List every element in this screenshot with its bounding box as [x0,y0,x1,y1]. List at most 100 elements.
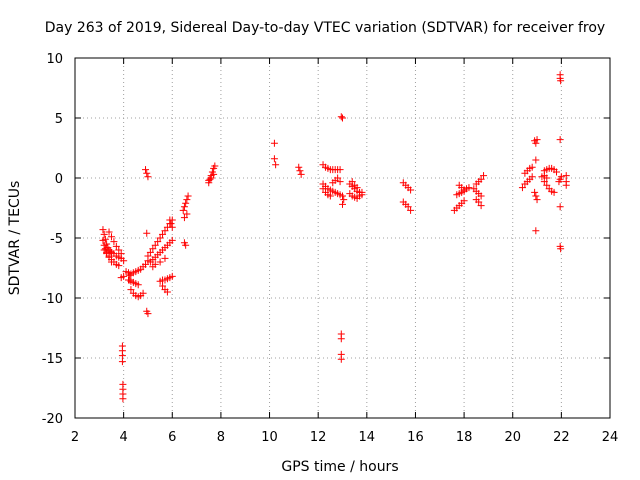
x-tick-label: 14 [359,430,376,445]
x-tick-label: 22 [553,430,570,445]
data-point [543,174,551,182]
data-point [337,355,345,363]
data-point [562,181,570,189]
data-point [117,250,125,258]
data-point [101,245,109,253]
data-point [206,175,214,183]
data-point [144,173,152,181]
data-point [105,228,113,236]
data-point [337,335,345,343]
data-point [182,241,190,249]
data-point [550,188,558,196]
y-tick-label: -20 [42,412,63,427]
data-point [168,236,176,244]
data-point [156,234,164,242]
data-point [159,282,167,290]
y-tick-label: -15 [42,352,63,367]
data-point [272,161,280,169]
data-point [336,178,344,186]
y-tick-label: 10 [46,52,63,67]
y-tick-label: 5 [55,112,63,127]
data-point [119,395,127,403]
data-point [126,276,134,284]
data-point [184,192,192,200]
data-point [127,286,135,294]
x-tick-label: 16 [407,430,424,445]
data-point [100,246,108,254]
data-point [183,210,191,218]
data-point [475,198,483,206]
data-point [163,288,171,296]
data-point [340,196,348,204]
data-point [120,272,128,280]
data-point [107,233,115,241]
data-point [531,188,539,196]
data-point [319,185,327,193]
data-point [540,178,548,186]
x-tick-label: 2 [71,430,79,445]
data-point [118,358,126,366]
data-point [118,352,126,360]
data-point [533,196,541,204]
data-point [557,245,565,253]
data-point [120,257,128,265]
data-point [557,173,565,181]
grid [75,58,610,418]
x-tick-label: 8 [217,430,225,445]
x-axis-label: GPS time / hours [281,459,398,475]
data-point [159,230,167,238]
data-point [528,163,536,171]
data-point [149,245,157,253]
data-point [134,281,142,289]
data-point [210,170,218,178]
x-tick-label: 24 [602,430,619,445]
data-point [407,186,415,194]
data-point [477,175,485,183]
data-point [179,206,187,214]
data-point [556,203,564,211]
y-axis-label: SDTVAR / TECUs [7,181,23,296]
data-point [557,77,565,85]
y-tick-labels: -20 -15 -10 -5 0 5 10 [42,52,63,427]
x-tick-label: 20 [504,430,521,445]
data-point [182,199,190,207]
data-point [528,173,536,181]
data-points [99,71,570,403]
data-point [156,258,164,266]
data-point [167,220,175,228]
y-tick-label: -10 [42,292,63,307]
data-point [460,197,468,205]
data-point [348,178,356,186]
data-point [100,230,108,238]
data-point [115,246,123,254]
data-point [358,188,366,196]
data-point [168,223,176,231]
data-point [465,184,473,192]
data-point [532,139,540,147]
x-tick-label: 4 [119,430,127,445]
x-tick-label: 12 [310,430,327,445]
x-tick-label: 10 [261,430,278,445]
data-point [143,229,151,237]
data-point [207,174,215,182]
data-point [107,258,115,266]
data-point [543,181,551,189]
data-point [337,113,345,121]
data-point [151,260,159,268]
data-point [353,184,361,192]
data-point [480,172,488,180]
data-point [356,192,364,200]
data-point [139,289,147,297]
data-point [183,196,191,204]
data-point [106,247,114,255]
data-point [143,169,151,177]
data-point [407,206,415,214]
data-point [477,202,485,210]
data-point [339,114,346,122]
data-point [556,136,564,144]
data-point [334,174,342,182]
data-point [336,166,344,174]
x-tick-labels: 2 4 6 8 10 12 14 16 18 20 22 24 [71,430,618,445]
data-point [168,272,176,280]
